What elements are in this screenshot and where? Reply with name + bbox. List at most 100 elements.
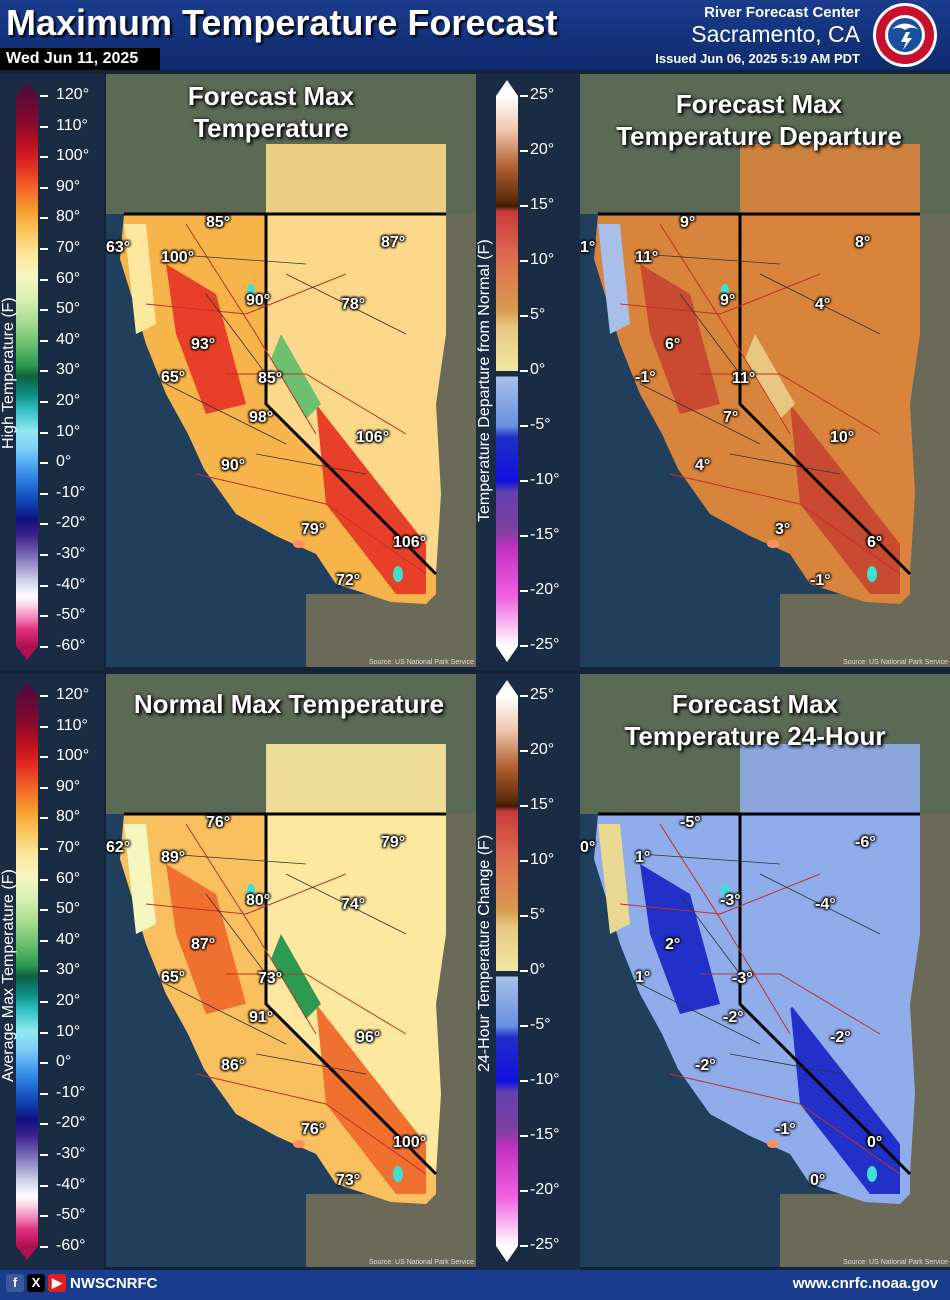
map-temperature-label: -1° — [635, 369, 656, 386]
region-north — [740, 744, 920, 814]
youtube-icon[interactable]: ▶ — [48, 1274, 66, 1292]
forecast-max-map[interactable]: Forecast Max Temperature Source: US Nati… — [106, 74, 476, 667]
hot-zone — [124, 224, 426, 594]
social-icons: f X ▶ — [6, 1274, 66, 1292]
map-source: Source: US National Park Service — [842, 1259, 948, 1266]
legend-tick-label: 70° — [56, 839, 81, 856]
legend-tick-mark — [520, 1025, 528, 1027]
legend-tick-label: 100° — [56, 147, 90, 165]
map-temperature-label: 76° — [301, 1121, 326, 1138]
legend-tick-label: -15° — [530, 526, 560, 543]
map-temperature-label: -5° — [680, 814, 701, 831]
map-temperature-label: 87° — [191, 936, 216, 953]
hot-zone — [124, 824, 426, 1194]
legend-tick-mark — [40, 248, 48, 250]
legend-tick-label: -25° — [530, 1236, 560, 1253]
legend-tick-label: 100° — [56, 747, 90, 765]
legend-tick-mark — [40, 401, 48, 403]
map-temperature-label: 3° — [775, 521, 791, 538]
legend-tick-label: -40° — [56, 1175, 86, 1193]
legend-tick-label: 120° — [56, 686, 90, 703]
legend-tick-mark — [520, 695, 528, 697]
temperature-legend-bottom: Average Max Temperature (F) 120° 110° 100°… — [0, 674, 104, 1270]
legend-tick-label: -25° — [530, 636, 560, 653]
legend-tick-mark — [40, 1001, 48, 1003]
facebook-icon[interactable]: f — [6, 1274, 24, 1292]
change-24h-map[interactable]: Forecast Max Temperature 24-Hour Source:… — [580, 674, 950, 1267]
legend-tick-mark — [40, 1031, 48, 1034]
legend-tick-label: 80° — [56, 208, 81, 226]
legend-tick-label: 10° — [530, 851, 555, 868]
map-temperature-label: -6° — [855, 834, 876, 851]
legend-tick-label: 20° — [56, 392, 81, 409]
map-temperature-label: 9° — [680, 214, 696, 231]
map-temperature-label: 79° — [301, 521, 326, 538]
change-color-bar — [496, 696, 518, 1246]
legend-tick-label: 120° — [56, 86, 90, 103]
website-link[interactable]: www.cnrfc.noaa.gov — [792, 1275, 938, 1292]
map-temperature-label: 106° — [393, 534, 427, 551]
legend-tick-label: 20° — [530, 141, 555, 158]
legend-cap-top — [16, 82, 38, 96]
panel-title: Forecast Max — [675, 89, 843, 119]
los-angeles-marker — [767, 540, 779, 548]
departure-map[interactable]: Forecast Max Temperature Departure Sourc… — [580, 74, 950, 667]
legend-tick-label: 70° — [56, 239, 81, 256]
legend-tick-label: 15° — [530, 196, 555, 213]
region-north — [266, 144, 446, 214]
normal-max-map[interactable]: Normal Max Temperature Source: US Nation… — [106, 674, 476, 1267]
panel-subtitle: Temperature — [193, 113, 349, 143]
map-temperature-label: 9° — [720, 292, 736, 309]
map-temperature-label: 6° — [867, 534, 883, 551]
legend-tick-mark — [520, 750, 528, 752]
temperature-color-bar — [16, 96, 38, 646]
zone-patch — [124, 824, 156, 934]
map-temperature-label: 7° — [723, 409, 739, 426]
legend-tick-mark — [520, 860, 528, 862]
legend-tick-mark — [40, 156, 48, 159]
salton-sea — [867, 566, 877, 582]
map-temperature-label: 96° — [356, 1029, 381, 1046]
x-icon[interactable]: X — [27, 1274, 45, 1292]
legend-tick-mark — [40, 523, 48, 526]
legend-tick-label: 15° — [530, 796, 555, 813]
legend-tick-mark — [520, 260, 528, 262]
nws-logo[interactable] — [870, 2, 940, 68]
map-source: Source: US National Park Service — [842, 659, 948, 666]
legend-tick-mark — [520, 1190, 528, 1192]
mexico-terrain — [306, 594, 436, 667]
legend-tick-mark — [40, 1184, 48, 1187]
panel-title: Forecast Max — [671, 689, 839, 719]
map-temperature-label: 11° — [732, 370, 756, 387]
legend-tick-mark — [520, 590, 528, 592]
legend-tick-label: -10° — [530, 1071, 560, 1088]
legend-tick-label: 0° — [530, 961, 546, 978]
date-bar — [0, 48, 160, 70]
legend-tick-mark — [40, 309, 48, 312]
legend-tick-mark — [40, 939, 48, 942]
zone-patch — [166, 864, 246, 1014]
legend-tick-label: -50° — [56, 606, 86, 624]
legend-tick-mark — [40, 1092, 48, 1095]
map-temperature-label: -4° — [815, 896, 836, 913]
legend-cap-top — [496, 680, 518, 696]
legend-tick-label: 60° — [56, 269, 81, 287]
map-temperature-label: 90° — [221, 457, 246, 474]
map-source: Source: US National Park Service — [368, 1259, 474, 1266]
legend-tick-mark — [40, 278, 48, 281]
social-handle[interactable]: NWSCNRFC — [70, 1275, 158, 1292]
nevada — [266, 814, 446, 1174]
legend-tick-mark — [40, 370, 48, 373]
legend-tick-label: 5° — [530, 306, 546, 323]
legend-tick-label: -5° — [530, 1016, 551, 1033]
hot-zone — [598, 824, 900, 1194]
legend-tick-mark — [40, 695, 48, 697]
map-temperature-label: 1° — [580, 239, 596, 256]
departure-color-bar — [496, 96, 518, 646]
legend-title: 24-Hour Temperature Change (F) — [476, 834, 493, 1072]
legend-cap-bottom — [496, 646, 518, 662]
region-north — [266, 744, 446, 814]
lake-tahoe — [247, 284, 255, 296]
legend-title: Average Max Temperature (F) — [0, 869, 17, 1082]
legend-tick-mark — [520, 1245, 528, 1247]
